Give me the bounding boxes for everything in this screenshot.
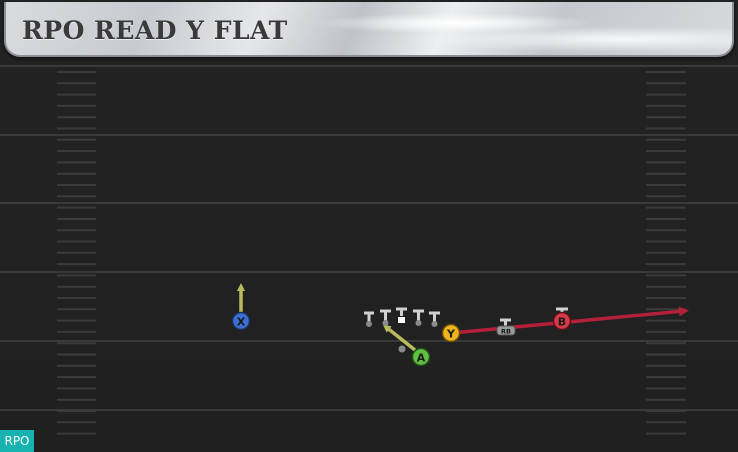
player-x: X bbox=[231, 311, 251, 331]
player-a: A bbox=[411, 347, 431, 367]
hash-marks bbox=[57, 71, 686, 435]
offensive-line bbox=[366, 317, 438, 353]
play-type-tag: RPO bbox=[0, 430, 34, 452]
block-mark bbox=[413, 309, 424, 321]
lineman bbox=[382, 320, 389, 326]
player-x-label: X bbox=[237, 316, 246, 329]
block-mark bbox=[380, 309, 391, 321]
quarterback bbox=[398, 345, 406, 353]
play-title: RPO READ Y FLAT bbox=[22, 16, 288, 45]
play-title-banner: RPO READ Y FLAT bbox=[4, 2, 734, 57]
route-a bbox=[382, 324, 417, 352]
player-b-label: B bbox=[558, 316, 566, 329]
player-rb-label: RB bbox=[501, 328, 511, 336]
player-y-label: Y bbox=[446, 328, 456, 341]
player-a-label: A bbox=[417, 352, 426, 365]
player-rb: RB bbox=[496, 325, 516, 336]
lineman bbox=[415, 320, 422, 326]
player-b: B bbox=[552, 311, 572, 331]
block-mark bbox=[396, 307, 407, 316]
player-y: Y bbox=[441, 323, 461, 343]
block-mark bbox=[364, 311, 374, 322]
center bbox=[398, 317, 405, 323]
lineman bbox=[431, 321, 438, 327]
block-marks bbox=[364, 307, 568, 327]
lineman bbox=[366, 321, 372, 327]
yard-lines bbox=[0, 65, 738, 411]
block-mark bbox=[429, 311, 440, 322]
